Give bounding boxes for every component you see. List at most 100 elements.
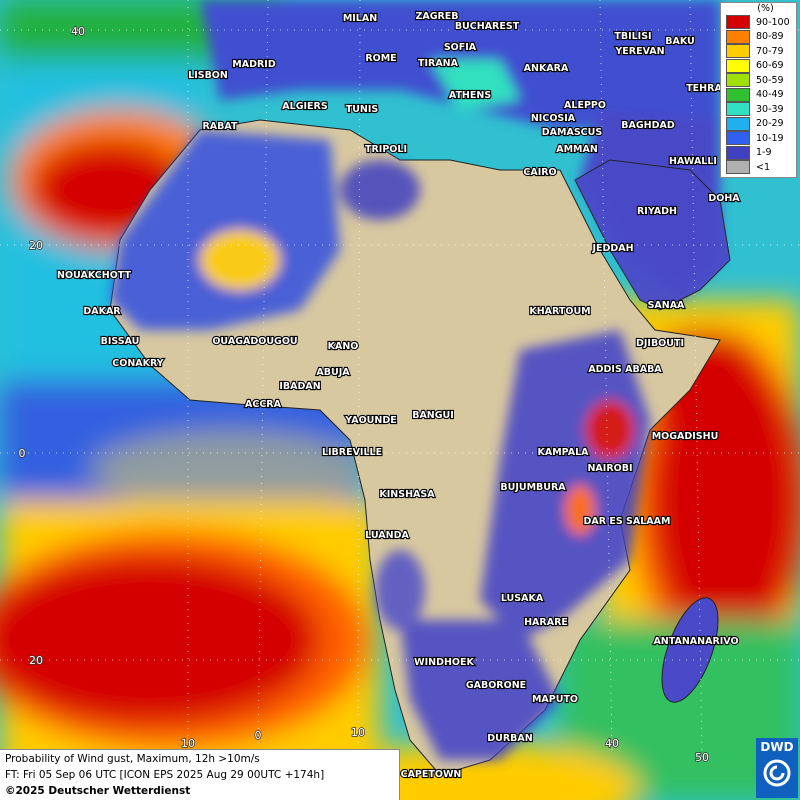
city-label: ALGIERS [282,101,328,112]
legend-item: 50-59 [721,73,796,88]
legend-item: 30-39 [721,102,796,117]
city-label: LISBON [188,70,228,81]
legend-swatch [726,102,750,117]
city-label: HAWALLI [669,156,717,167]
city-label: MADRID [232,59,276,70]
arabia [574,159,731,311]
legend-swatch [726,58,750,73]
city-label: HARARE [524,617,568,628]
longitude-label: 10 [181,737,195,750]
legend-label: 50-59 [756,74,784,86]
city-label: SANAA [648,300,685,311]
legend-swatch [726,73,750,88]
city-label: DAKAR [83,306,121,317]
legend-label: <1 [756,161,771,173]
latitude-label: 20 [29,239,43,252]
city-label: ROME [365,53,396,64]
city-label: TIRANA [418,58,459,69]
legend-swatch [726,87,750,102]
city-label: DAR ES SALAAM [584,516,671,527]
city-label: MAPUTO [532,694,578,705]
city-label: KANO [328,341,359,352]
city-label: WINDHOEK [414,657,474,668]
city-label: YAOUNDE [344,415,396,426]
legend-item: <1 [721,160,796,175]
city-label: ATHENS [449,90,491,101]
city-label: GABORONE [466,680,526,691]
caption: Probability of Wind gust, Maximum, 12h >… [0,749,400,800]
city-label: NOUAKCHOTT [57,270,131,281]
city-label: MILAN [343,13,377,24]
city-label: BANGUI [412,410,454,421]
legend-label: 30-39 [756,103,784,115]
legend-item: 70-79 [721,44,796,59]
caption-line: ©2025 Deutscher Wetterdienst [5,785,191,797]
city-label: RIYADH [637,206,677,217]
legend-label: 40-49 [756,89,784,101]
legend-label: 80-89 [756,31,784,43]
city-label: ZAGREB [415,11,458,22]
city-label: IBADAN [279,381,320,392]
city-label: TEHRA [686,83,722,94]
city-label: KAMPALA [537,447,589,458]
legend-label: 70-79 [756,45,784,57]
legend-item: 40-49 [721,87,796,103]
legend-swatch [726,15,750,30]
legend-label: 10-19 [756,132,784,144]
city-label: CAIRO [523,167,556,178]
city-label: KINSHASA [379,489,435,500]
city-label: BAKU [665,36,695,47]
city-label: LUANDA [365,530,409,541]
latitude-label: 40 [71,25,85,38]
city-label: BAGHDAD [621,120,675,131]
logo: DWD [756,738,798,798]
city-label: BUCHAREST [455,21,520,32]
latitude-label: 20 [29,654,43,667]
city-label: DJIBOUTI [636,338,684,349]
caption-line: FT: Fri 05 Sep 06 UTC [ICON EPS 2025 Aug… [5,769,325,781]
logo-icon [763,759,791,787]
city-label: TBILISI [614,31,651,42]
city-label: TRIPOLI [365,144,407,155]
legend: (%) 90-100 80-89 70-79 60-69 50-59 40-49 30-39… [720,2,797,178]
legend-label: 20-29 [756,118,784,130]
legend-items: 90-100 80-89 70-79 60-69 50-59 40-49 30-39 20-2… [721,15,796,175]
city-label: AMMAN [556,144,598,155]
city-label: DURBAN [487,733,533,744]
city-label: NAIROBI [587,463,632,474]
city-label: YEREVAN [614,46,664,57]
legend-item: 1-9 [721,145,796,161]
legend-title: (%) [757,3,774,14]
legend-swatch [726,131,750,146]
city-label: ANTANANARIVO [653,636,738,647]
legend-swatch [726,160,750,175]
longitude-label: 40 [605,737,619,750]
city-label: ACCRA [245,399,282,410]
legend-item: 90-100 [721,15,796,30]
legend-swatch [726,44,750,59]
latitude-label: 0 [19,447,26,460]
city-label: LUSAKA [501,593,544,604]
legend-label: 90-100 [756,16,790,28]
city-label: SOFIA [444,42,477,53]
legend-label: 1-9 [756,147,772,159]
legend-swatch [726,145,750,160]
logo-text: DWD [760,740,794,754]
city-label: DAMASCUS [542,127,603,138]
city-label: JEDDAH [591,243,633,254]
city-label: CAPETOWN [401,769,462,780]
city-label: DOHA [708,193,740,204]
caption-line: Probability of Wind gust, Maximum, 12h >… [5,753,260,765]
city-label: MOGADISHU [652,431,719,442]
city-label: ADDIS ABABA [588,364,662,375]
city-label: BUJUMBURA [500,482,566,493]
city-label: CONAKRY [112,358,164,369]
longitude-label: 0 [255,729,262,742]
legend-swatch [726,29,750,44]
legend-item: 20-29 [721,116,796,132]
madagascar [661,597,719,703]
legend-item: 10-19 [721,131,796,146]
